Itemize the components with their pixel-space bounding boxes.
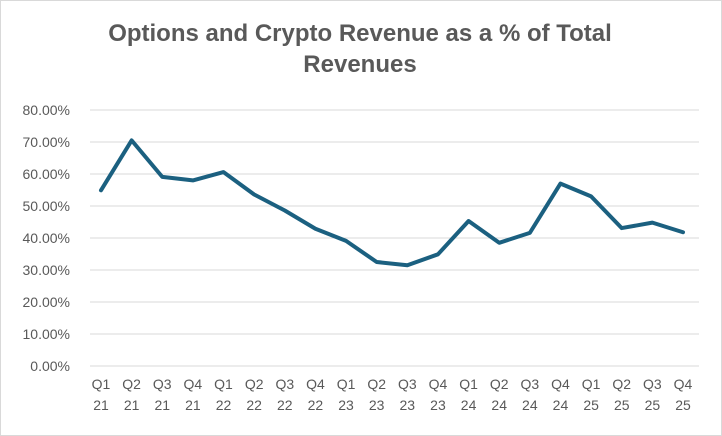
x-tick-label: 24 <box>522 397 538 413</box>
x-tick-label: Q2 <box>367 376 386 392</box>
x-tick-label: Q2 <box>122 376 141 392</box>
x-tick-label: Q4 <box>551 376 570 392</box>
x-tick-label: 25 <box>614 397 630 413</box>
x-tick-label: Q1 <box>214 376 233 392</box>
x-tick-label: 25 <box>583 397 599 413</box>
x-tick-label: 21 <box>93 397 109 413</box>
x-tick-label: 21 <box>154 397 170 413</box>
x-tick-label: Q2 <box>245 376 264 392</box>
x-tick-label: Q4 <box>306 376 325 392</box>
x-tick-label: Q1 <box>92 376 111 392</box>
y-tick-label: 70.00% <box>23 134 70 150</box>
x-tick-label: 24 <box>491 397 507 413</box>
y-tick-label: 0.00% <box>30 358 70 374</box>
x-tick-label: Q3 <box>398 376 417 392</box>
x-tick-label: 22 <box>246 397 262 413</box>
x-tick-label: Q1 <box>459 376 478 392</box>
x-tick-label: 23 <box>338 397 354 413</box>
x-tick-label: Q3 <box>275 376 294 392</box>
x-tick-label: Q4 <box>674 376 693 392</box>
x-tick-label: 24 <box>461 397 477 413</box>
x-tick-label: 25 <box>645 397 661 413</box>
y-tick-label: 80.00% <box>23 102 70 118</box>
x-tick-label: 21 <box>185 397 201 413</box>
y-tick-label: 50.00% <box>23 198 70 214</box>
x-tick-label: Q2 <box>490 376 509 392</box>
x-tick-label: 21 <box>124 397 140 413</box>
x-tick-label: 22 <box>308 397 324 413</box>
x-tick-label: 23 <box>400 397 416 413</box>
x-tick-label: Q1 <box>582 376 601 392</box>
x-tick-label: Q4 <box>184 376 203 392</box>
x-tick-label: Q3 <box>643 376 662 392</box>
chart-title: Options and Crypto Revenue as a % of Tot… <box>108 20 612 78</box>
x-tick-label: 23 <box>369 397 385 413</box>
x-tick-label: 23 <box>430 397 446 413</box>
x-tick-label: Q3 <box>153 376 172 392</box>
series-line <box>99 138 685 268</box>
x-tick-label: Q3 <box>520 376 539 392</box>
y-tick-label: 30.00% <box>23 262 70 278</box>
x-tick-label: Q1 <box>337 376 356 392</box>
x-tick-label: 25 <box>675 397 691 413</box>
y-tick-label: 60.00% <box>23 166 70 182</box>
x-tick-label: 22 <box>277 397 293 413</box>
y-tick-label: 40.00% <box>23 230 70 246</box>
x-tick-label: Q4 <box>429 376 448 392</box>
x-tick-label: 22 <box>216 397 232 413</box>
y-tick-label: 20.00% <box>23 294 70 310</box>
y-tick-label: 10.00% <box>23 326 70 342</box>
x-tick-label: Q2 <box>612 376 631 392</box>
x-tick-label: 24 <box>553 397 569 413</box>
